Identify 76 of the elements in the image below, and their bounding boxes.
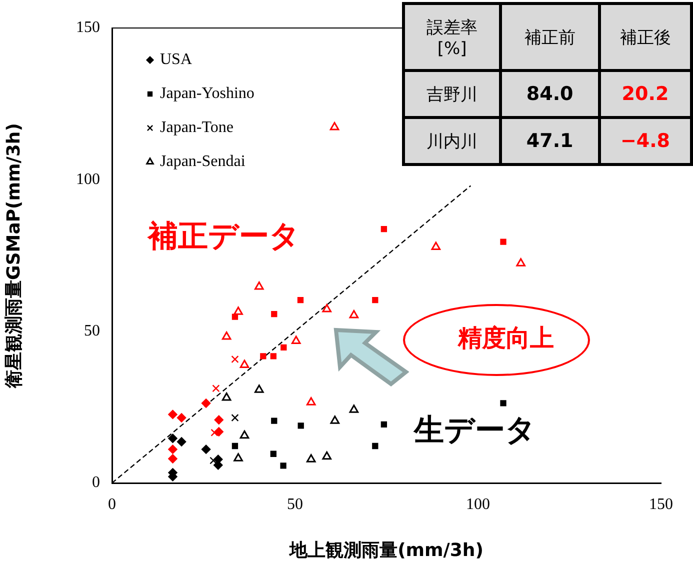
- legend-label: Japan-Tone: [160, 119, 234, 136]
- y-tick-label: 50: [84, 322, 100, 340]
- point: [168, 444, 178, 454]
- annotation: 誤差率 [%]: [404, 4, 501, 70]
- point: [201, 444, 211, 454]
- legend-label: USA: [160, 51, 192, 68]
- point: [306, 397, 316, 406]
- point: [270, 450, 276, 457]
- point: [500, 238, 506, 245]
- point: [291, 336, 301, 344]
- point: [330, 122, 340, 130]
- point: [254, 384, 264, 393]
- point: [516, 258, 526, 266]
- point: [380, 421, 388, 428]
- point: [232, 442, 238, 450]
- point: [234, 453, 243, 462]
- point: [232, 314, 238, 320]
- point: [322, 451, 332, 460]
- point: [349, 404, 359, 413]
- point: [212, 384, 220, 392]
- point: [254, 281, 264, 290]
- point: [168, 454, 178, 464]
- annotation: 吉野川: [404, 70, 501, 118]
- annotation: 84.0: [500, 70, 599, 118]
- x-tick-label: 100: [466, 496, 490, 513]
- annotation: 生データ: [414, 412, 536, 450]
- annotation: 47.1: [500, 118, 599, 164]
- point: [271, 310, 278, 318]
- point: [298, 422, 304, 429]
- point: [234, 306, 243, 315]
- point: [222, 332, 232, 340]
- point: [260, 353, 266, 360]
- point: [231, 355, 239, 364]
- point: [240, 360, 250, 368]
- point: [280, 344, 287, 350]
- point: [330, 416, 340, 424]
- x-tick-label: 0: [108, 496, 116, 513]
- point: [270, 353, 276, 360]
- y-tick-label: 100: [76, 170, 100, 188]
- y-tick-label: 150: [76, 19, 100, 36]
- point: [240, 430, 250, 439]
- annotation: 補正データ: [148, 218, 300, 256]
- y-tick-label: 0: [92, 474, 100, 492]
- annotation: 精度向上: [458, 323, 554, 354]
- y-axis-title: 衛星観測雨量GSMaP(mm/3h): [3, 123, 24, 389]
- point: [372, 442, 378, 450]
- annotation: −4.8: [599, 118, 692, 164]
- point: [201, 398, 211, 408]
- x-tick-label: 150: [649, 496, 673, 513]
- point: [271, 418, 278, 424]
- point: [280, 462, 286, 469]
- point: [231, 414, 239, 422]
- annotation: 川内川: [404, 118, 501, 164]
- legend-label: Japan-Yoshino: [160, 85, 254, 102]
- annotation: 20.2: [599, 70, 692, 118]
- point: [176, 437, 186, 446]
- point: [210, 428, 218, 436]
- point: [214, 415, 224, 425]
- point: [306, 454, 316, 462]
- point: [349, 310, 359, 318]
- annotation: 補正後: [599, 4, 692, 70]
- point: [500, 400, 506, 406]
- annotation: 補正前: [500, 4, 599, 70]
- point: [431, 242, 441, 250]
- x-tick-label: 50: [287, 496, 303, 513]
- legend-label: Japan-Sendai: [160, 153, 246, 170]
- x-axis-title: 地上観測雨量(mm/3h): [288, 540, 484, 561]
- point: [214, 427, 224, 436]
- point: [168, 410, 178, 420]
- point: [372, 297, 378, 304]
- point: [168, 434, 178, 444]
- point: [222, 392, 232, 401]
- point: [380, 226, 388, 232]
- point: [297, 297, 304, 304]
- point: [176, 413, 186, 422]
- point: [322, 304, 332, 312]
